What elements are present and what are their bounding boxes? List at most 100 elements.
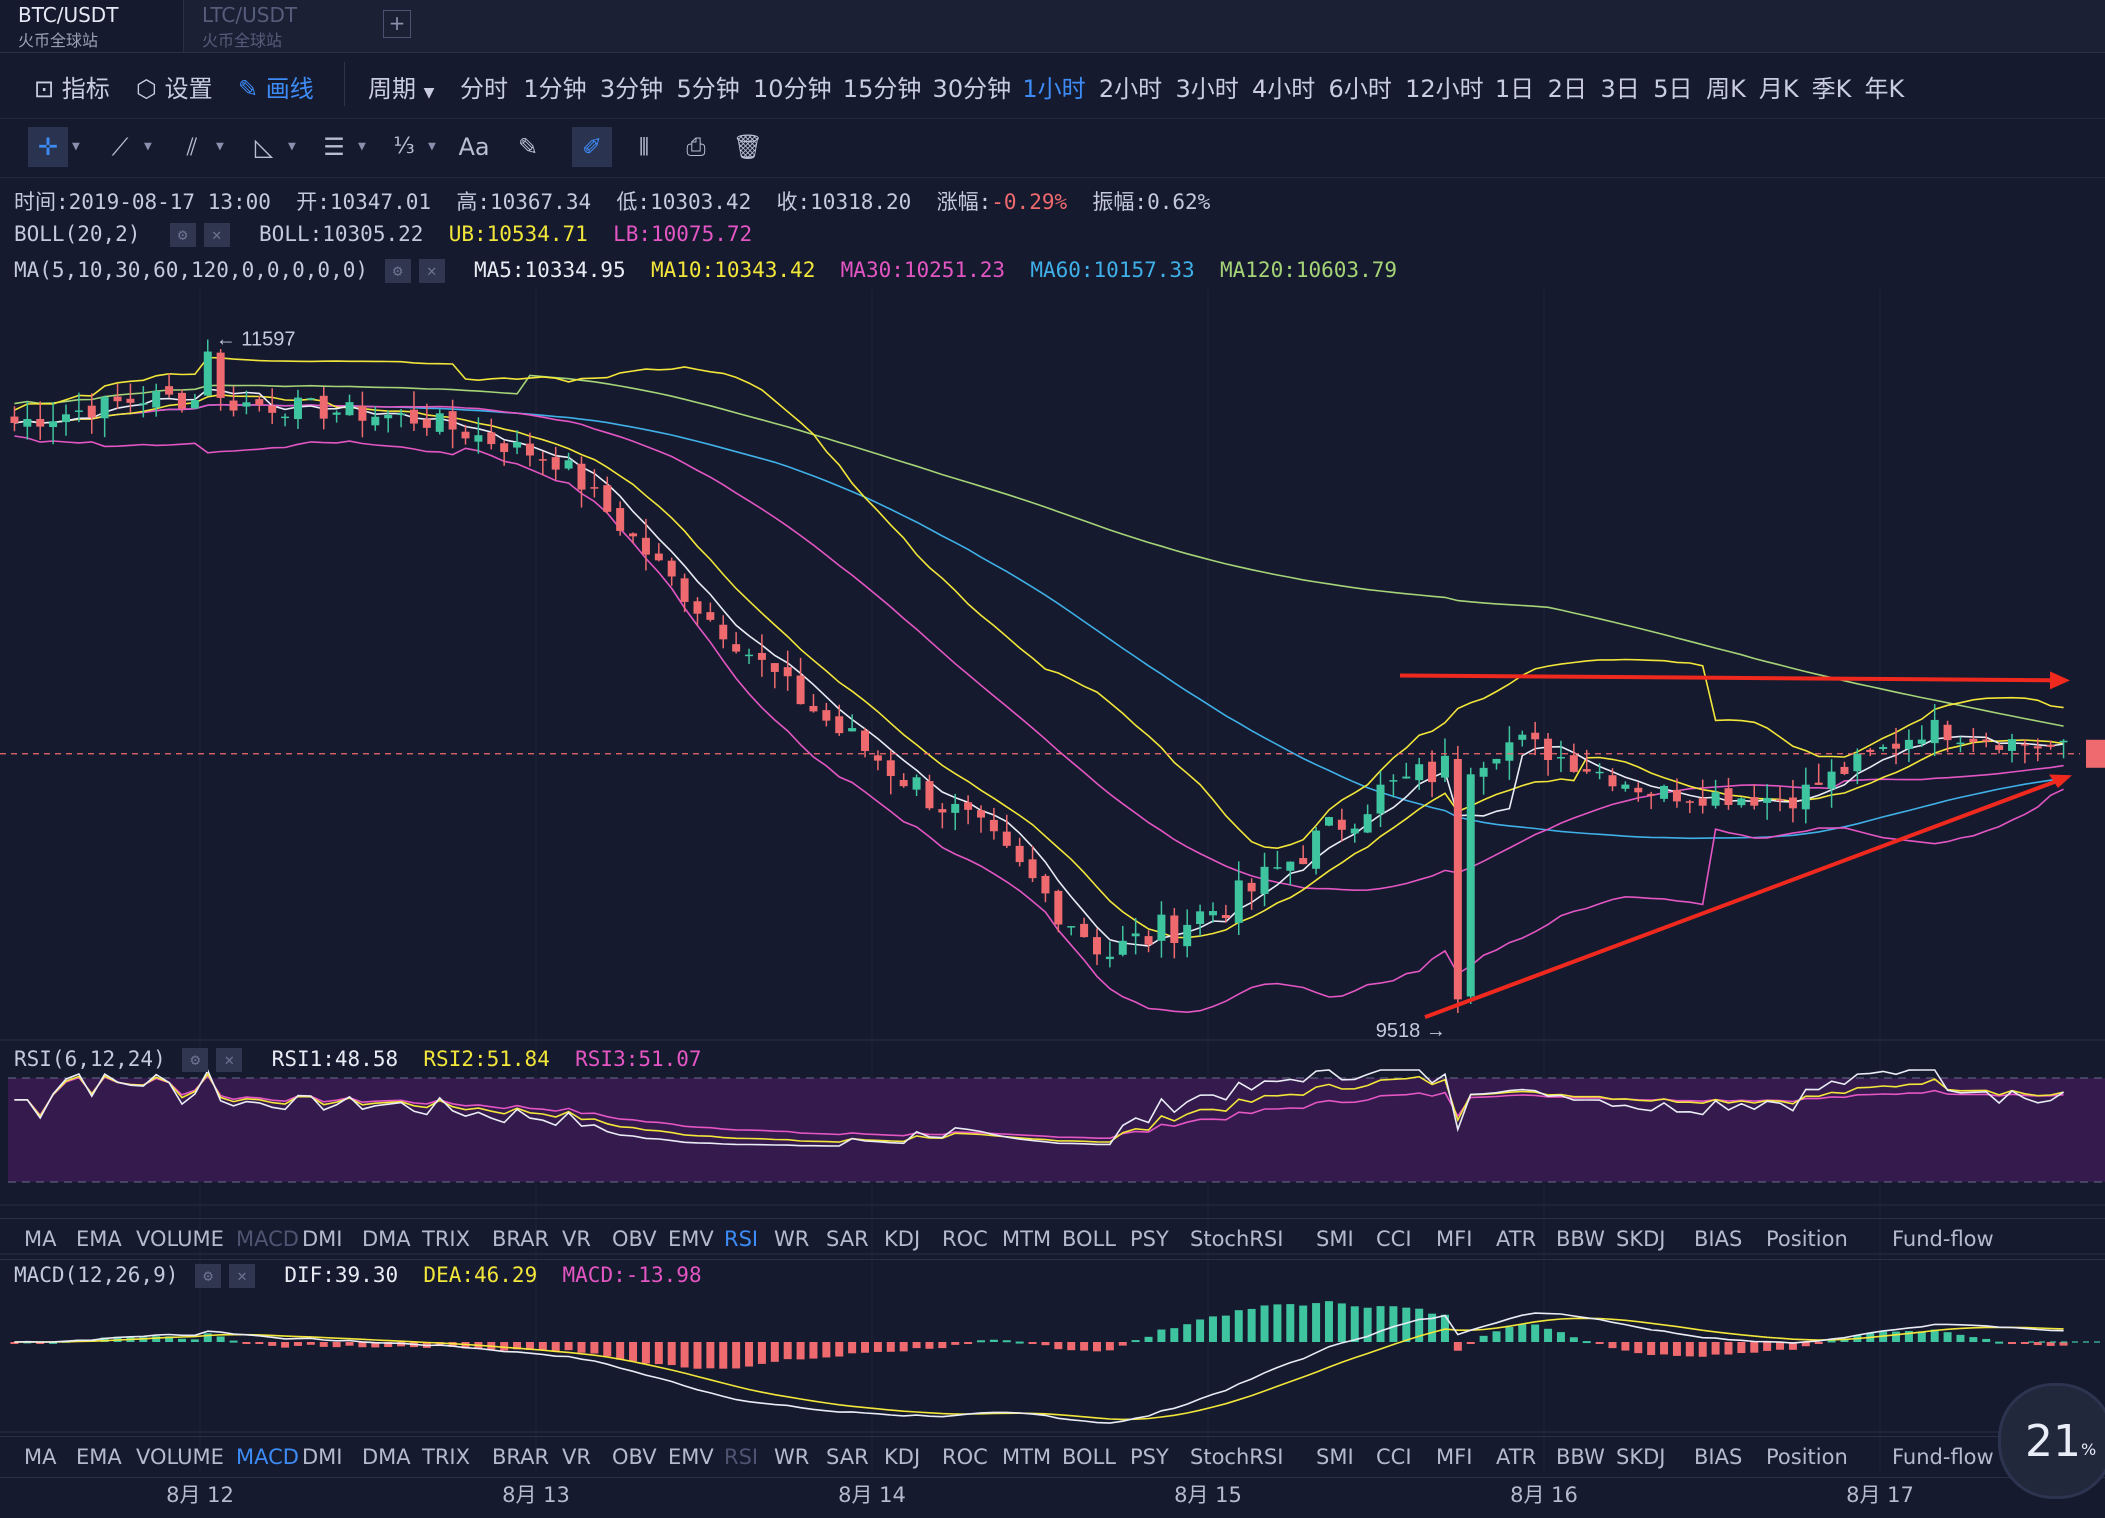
- period-option[interactable]: 6小时: [1328, 75, 1392, 103]
- add-tab-button[interactable]: +: [383, 10, 411, 38]
- period-option[interactable]: 1小时: [1022, 75, 1086, 103]
- indicator-tab-mtm[interactable]: MTM: [1002, 1227, 1052, 1251]
- indicator-tab-cci[interactable]: CCI: [1376, 1227, 1412, 1251]
- chevron-down-icon[interactable]: ▼: [216, 139, 224, 154]
- draw-button[interactable]: ✎ 画线: [238, 69, 314, 104]
- period-option[interactable]: 12小时: [1405, 75, 1484, 103]
- visibility-icon[interactable]: ⦀: [638, 133, 650, 161]
- indicator-tab-wr[interactable]: WR: [774, 1445, 810, 1469]
- chevron-down-icon[interactable]: ▼: [144, 139, 152, 154]
- period-dropdown[interactable]: 周期 ▼: [368, 69, 434, 104]
- period-option[interactable]: 周K: [1706, 75, 1746, 103]
- rsi-settings-icon[interactable]: ⚙: [182, 1048, 209, 1072]
- trash-icon[interactable]: 🗑: [732, 133, 764, 161]
- indicator-tab-trix[interactable]: TRIX: [422, 1227, 470, 1251]
- boll-close-icon[interactable]: ✕: [203, 223, 230, 247]
- indicator-tab-ema[interactable]: EMA: [76, 1227, 122, 1251]
- period-option[interactable]: 15分钟: [842, 75, 922, 103]
- indicator-tab-rsi[interactable]: RSI: [724, 1445, 759, 1469]
- period-option[interactable]: 3日: [1600, 75, 1640, 103]
- text-tool-icon[interactable]: Aa: [458, 133, 490, 161]
- indicator-tab-volume[interactable]: VOLUME: [136, 1227, 224, 1251]
- trendline-icon[interactable]: ⟋: [111, 133, 129, 161]
- indicator-tab-bias[interactable]: BIAS: [1694, 1445, 1743, 1469]
- tab-ltc-usdt[interactable]: LTC/USDT 火币全球站: [184, 0, 297, 52]
- indicator-tab-skdj[interactable]: SKDJ: [1616, 1445, 1666, 1469]
- chevron-down-icon[interactable]: ▼: [428, 139, 436, 154]
- period-option[interactable]: 1日: [1494, 75, 1535, 103]
- indicator-tab-roc[interactable]: ROC: [942, 1227, 988, 1251]
- tab-btc-usdt[interactable]: BTC/USDT 火币全球站: [0, 0, 184, 52]
- indicator-tab-obv[interactable]: OBV: [612, 1227, 657, 1251]
- indicator-tab-trix[interactable]: TRIX: [422, 1445, 470, 1469]
- indicator-tab-dmi[interactable]: DMI: [302, 1445, 343, 1469]
- indicator-tab-cci[interactable]: CCI: [1376, 1445, 1412, 1469]
- chevron-down-icon[interactable]: ▼: [72, 139, 80, 154]
- period-option[interactable]: 30分钟: [932, 75, 1012, 103]
- period-option[interactable]: 10分钟: [753, 75, 832, 103]
- indicator-tab-skdj[interactable]: SKDJ: [1616, 1227, 1666, 1251]
- indicator-tab-bbw[interactable]: BBW: [1556, 1227, 1605, 1251]
- period-option[interactable]: 年K: [1864, 75, 1905, 103]
- ma-close-icon[interactable]: ✕: [418, 259, 445, 283]
- period-option[interactable]: 3分钟: [599, 75, 664, 103]
- period-option[interactable]: 1分钟: [523, 75, 587, 103]
- indicator-tab-kdj[interactable]: KDJ: [884, 1445, 921, 1469]
- horizontal-lines-icon[interactable]: ☰: [323, 133, 345, 161]
- indicator-tab-emv[interactable]: EMV: [668, 1445, 714, 1469]
- chevron-down-icon[interactable]: ▼: [288, 139, 296, 154]
- rsi-close-icon[interactable]: ✕: [216, 1048, 243, 1072]
- lock-icon[interactable]: ⎙: [686, 133, 706, 161]
- indicator-tab-position[interactable]: Position: [1766, 1227, 1848, 1251]
- indicator-tab-boll[interactable]: BOLL: [1062, 1445, 1116, 1469]
- indicator-tab-position[interactable]: Position: [1766, 1445, 1848, 1469]
- indicator-tab-psy[interactable]: PSY: [1130, 1445, 1169, 1469]
- indicator-tab-wr[interactable]: WR: [774, 1227, 810, 1251]
- indicator-tab-dma[interactable]: DMA: [362, 1445, 411, 1469]
- indicator-tab-ema[interactable]: EMA: [76, 1445, 122, 1469]
- indicator-tab-mtm[interactable]: MTM: [1002, 1445, 1052, 1469]
- indicator-tab-vr[interactable]: VR: [562, 1445, 591, 1469]
- indicator-tab-mfi[interactable]: MFI: [1436, 1445, 1473, 1469]
- indicator-tab-sar[interactable]: SAR: [826, 1445, 869, 1469]
- indicator-tab-boll[interactable]: BOLL: [1062, 1227, 1116, 1251]
- macd-close-icon[interactable]: ✕: [229, 1264, 256, 1288]
- indicator-tab-stochrsi[interactable]: StochRSI: [1190, 1227, 1284, 1251]
- indicator-tab-ma[interactable]: MA: [24, 1445, 57, 1469]
- indicator-tab-roc[interactable]: ROC: [942, 1445, 988, 1469]
- indicator-tab-bbw[interactable]: BBW: [1556, 1445, 1605, 1469]
- period-option[interactable]: 5分钟: [676, 75, 740, 103]
- indicator-tab-atr[interactable]: ATR: [1496, 1445, 1537, 1469]
- period-option[interactable]: 月K: [1758, 75, 1799, 103]
- indicator-tab-brar[interactable]: BRAR: [492, 1227, 550, 1251]
- fibonacci-icon[interactable]: ⅓: [393, 134, 415, 159]
- indicator-tab-macd[interactable]: MACD: [236, 1445, 299, 1469]
- period-option[interactable]: 2小时: [1098, 75, 1163, 103]
- indicator-tab-obv[interactable]: OBV: [612, 1445, 657, 1469]
- period-option[interactable]: 分时: [460, 75, 508, 103]
- period-option[interactable]: 季K: [1811, 75, 1852, 103]
- period-option[interactable]: 5日: [1653, 75, 1693, 103]
- indicator-tab-dmi[interactable]: DMI: [302, 1227, 343, 1251]
- chevron-down-icon[interactable]: ▼: [358, 139, 366, 154]
- ruler-icon[interactable]: ✎: [517, 133, 539, 161]
- indicator-tab-mfi[interactable]: MFI: [1436, 1227, 1473, 1251]
- indicator-tab-smi[interactable]: SMI: [1316, 1227, 1354, 1251]
- boll-settings-icon[interactable]: ⚙: [169, 223, 196, 247]
- indicator-tab-kdj[interactable]: KDJ: [884, 1227, 921, 1251]
- crosshair-icon[interactable]: ✛: [28, 127, 68, 167]
- indicator-tab-emv[interactable]: EMV: [668, 1227, 714, 1251]
- angle-icon[interactable]: ◺: [254, 133, 274, 161]
- macd-settings-icon[interactable]: ⚙: [195, 1264, 222, 1288]
- indicator-tab-stochrsi[interactable]: StochRSI: [1190, 1445, 1284, 1469]
- continuous-draw-icon[interactable]: ✐: [572, 127, 612, 167]
- indicators-button[interactable]: ⊡ 指标: [34, 69, 110, 104]
- indicator-tab-atr[interactable]: ATR: [1496, 1227, 1537, 1251]
- indicator-tab-sar[interactable]: SAR: [826, 1227, 869, 1251]
- progress-badge[interactable]: 21 %: [1998, 1383, 2105, 1499]
- indicator-tab-fund-flow[interactable]: Fund-flow: [1892, 1445, 1994, 1469]
- indicator-tab-vr[interactable]: VR: [562, 1227, 591, 1251]
- indicator-tab-volume[interactable]: VOLUME: [136, 1445, 224, 1469]
- settings-button[interactable]: ⬡ 设置: [136, 69, 213, 104]
